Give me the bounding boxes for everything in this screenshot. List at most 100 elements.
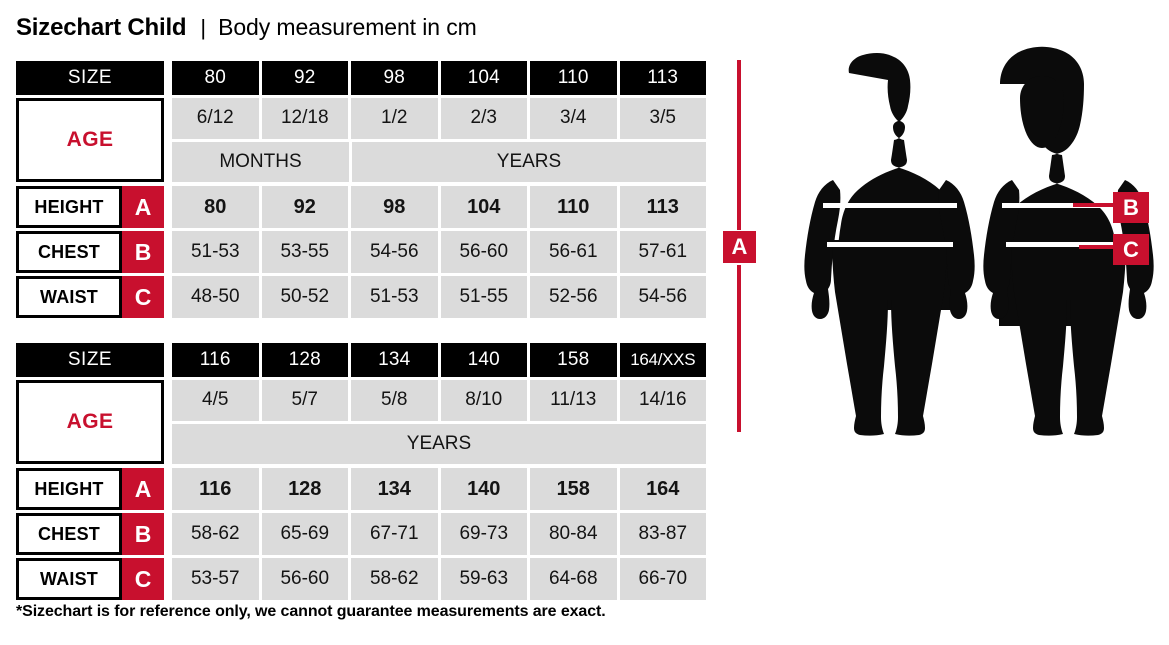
measurement-cell: 58-62 xyxy=(351,558,438,600)
measurement-label: CHEST xyxy=(16,231,122,273)
measurement-cell: 158 xyxy=(530,468,617,510)
boy-chest-band xyxy=(823,203,957,208)
measurement-cell: 64-68 xyxy=(530,558,617,600)
age-value-cell: 8/10 xyxy=(440,380,527,421)
measurement-badge-b: B xyxy=(122,513,164,555)
boy-waist-band xyxy=(827,242,953,247)
age-unit-cell: MONTHS xyxy=(172,141,349,182)
measurement-values: 80 92 98 104 110 113 xyxy=(172,186,706,228)
header-size-cells: 80 92 98 104 110 113 xyxy=(172,61,706,95)
girl-chest-band xyxy=(1002,203,1136,208)
measurement-cell: 51-53 xyxy=(172,231,259,273)
measurement-cell: 56-61 xyxy=(530,231,617,273)
measurement-badge-c: C xyxy=(122,276,164,318)
measurement-badge-a: A xyxy=(122,468,164,510)
measurement-label: WAIST xyxy=(16,276,122,318)
table-row: WAIST C 48-50 50-52 51-53 51-55 52-56 54-56 xyxy=(16,276,706,318)
size-header-cell: 98 xyxy=(351,61,438,95)
measurement-badge-c: C xyxy=(122,558,164,600)
girl-waist-band xyxy=(1006,242,1132,247)
marker-c-waist: C xyxy=(1113,234,1149,265)
age-value-cell: 5/7 xyxy=(261,380,348,421)
age-value-cell: 3/5 xyxy=(619,98,706,139)
table-header-row: SIZE 80 92 98 104 110 113 xyxy=(16,61,706,95)
column-spacer xyxy=(164,98,172,182)
column-spacer xyxy=(164,276,172,318)
measurement-cell: 65-69 xyxy=(261,513,348,555)
age-value-cell: 11/13 xyxy=(530,380,617,421)
measurement-values: 116 128 134 140 158 164 xyxy=(172,468,706,510)
measurement-cell: 54-56 xyxy=(351,231,438,273)
size-header-cell: 110 xyxy=(530,61,617,95)
measurement-values: 53-57 56-60 58-62 59-63 64-68 66-70 xyxy=(172,558,706,600)
measurement-values: 58-62 65-69 67-71 69-73 80-84 83-87 xyxy=(172,513,706,555)
measurement-values: 48-50 50-52 51-53 51-55 52-56 54-56 xyxy=(172,276,706,318)
measurement-cell: 59-63 xyxy=(440,558,527,600)
measurement-cell: 134 xyxy=(351,468,438,510)
sizechart-table-large: SIZE 116 128 134 140 158 164/XXS AGE 4/5 5/7 5/8 8/… xyxy=(16,343,706,603)
measurement-cell: 92 xyxy=(261,186,348,228)
age-value-cell: 1/2 xyxy=(351,98,438,139)
marker-b-chest: B xyxy=(1113,192,1149,223)
column-spacer xyxy=(164,468,172,510)
title-main: Sizechart Child xyxy=(16,14,187,41)
measurement-cell: 48-50 xyxy=(172,276,259,318)
age-label: AGE xyxy=(16,380,164,464)
table-row: HEIGHT A 80 92 98 104 110 113 xyxy=(16,186,706,228)
header-label-size: SIZE xyxy=(16,61,164,95)
footnote-disclaimer: *Sizechart is for reference only, we can… xyxy=(16,603,606,620)
title-subtitle: Body measurement in cm xyxy=(218,14,477,40)
measurement-cell: 54-56 xyxy=(619,276,706,318)
size-header-cell: 134 xyxy=(351,343,438,377)
age-value-cell: 4/5 xyxy=(172,380,259,421)
measurement-values: 51-53 53-55 54-56 56-60 56-61 57-61 xyxy=(172,231,706,273)
table-row: WAIST C 53-57 56-60 58-62 59-63 64-68 66-70 xyxy=(16,558,706,600)
measurement-badge-b: B xyxy=(122,231,164,273)
measurement-label: HEIGHT xyxy=(16,186,122,228)
size-header-cell: 113 xyxy=(619,61,706,95)
measurement-badge-a: A xyxy=(122,186,164,228)
measurement-cell: 80 xyxy=(172,186,259,228)
measurement-cell: 80-84 xyxy=(530,513,617,555)
table-header-row: SIZE 116 128 134 140 158 164/XXS xyxy=(16,343,706,377)
size-header-cell: 80 xyxy=(172,61,259,95)
age-cells: 4/5 5/7 5/8 8/10 11/13 14/16 YEARS xyxy=(172,380,706,464)
measurement-cell: 116 xyxy=(172,468,259,510)
measurement-cell: 98 xyxy=(351,186,438,228)
measurement-cell: 66-70 xyxy=(619,558,706,600)
table-row: HEIGHT A 116 128 134 140 158 164 xyxy=(16,468,706,510)
sizechart-table-small: SIZE 80 92 98 104 110 113 AGE 6/12 12/18 1/2 2/3 3/4… xyxy=(16,61,706,321)
column-spacer xyxy=(164,343,172,377)
column-spacer xyxy=(164,513,172,555)
measurement-cell: 140 xyxy=(440,468,527,510)
size-header-cell: 158 xyxy=(530,343,617,377)
measurement-cell: 69-73 xyxy=(440,513,527,555)
measurement-cell: 58-62 xyxy=(172,513,259,555)
measurement-cell: 83-87 xyxy=(619,513,706,555)
size-header-cell: 128 xyxy=(261,343,348,377)
age-unit-cell: YEARS xyxy=(352,141,706,182)
measurement-cell: 56-60 xyxy=(440,231,527,273)
measurement-cell: 128 xyxy=(261,468,348,510)
age-value-cell: 12/18 xyxy=(261,98,348,139)
measurement-cell: 53-57 xyxy=(172,558,259,600)
size-header-cell: 140 xyxy=(440,343,527,377)
age-cells: 6/12 12/18 1/2 2/3 3/4 3/5 MONTHS YEARS xyxy=(172,98,706,182)
age-value-cell: 5/8 xyxy=(351,380,438,421)
table-row: CHEST B 58-62 65-69 67-71 69-73 80-84 83-87 xyxy=(16,513,706,555)
measurement-cell: 113 xyxy=(619,186,706,228)
size-header-cell: 116 xyxy=(172,343,259,377)
age-units-row: YEARS xyxy=(172,423,706,464)
measurement-illustration xyxy=(715,40,1169,460)
age-value-cell: 2/3 xyxy=(440,98,527,139)
measurement-cell: 57-61 xyxy=(619,231,706,273)
size-header-cell: 164/XXS xyxy=(619,343,706,377)
measurement-cell: 51-53 xyxy=(351,276,438,318)
size-header-cell: 92 xyxy=(261,61,348,95)
column-spacer xyxy=(164,61,172,95)
measurement-cell: 53-55 xyxy=(261,231,348,273)
age-values-row: 6/12 12/18 1/2 2/3 3/4 3/5 xyxy=(172,98,706,139)
measurement-label: CHEST xyxy=(16,513,122,555)
measurement-cell: 110 xyxy=(530,186,617,228)
column-spacer xyxy=(164,558,172,600)
